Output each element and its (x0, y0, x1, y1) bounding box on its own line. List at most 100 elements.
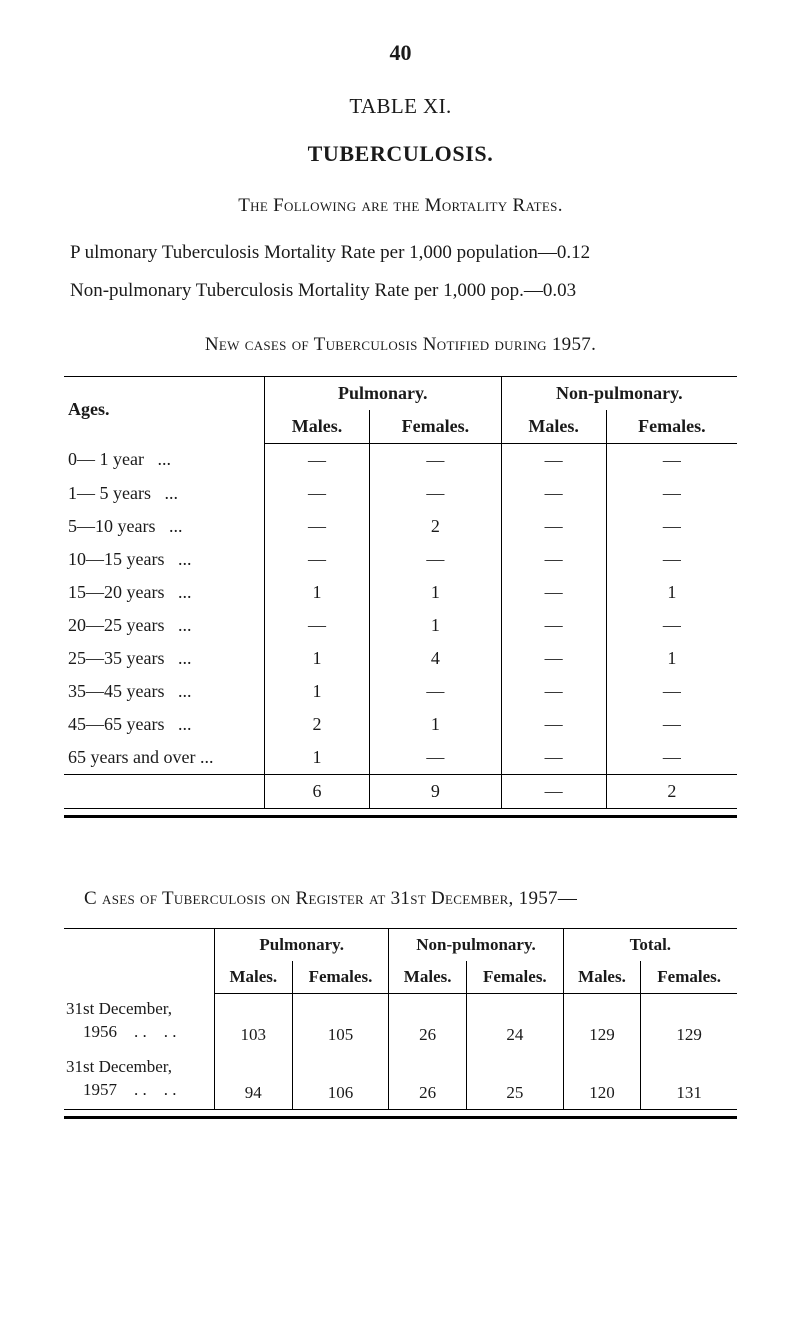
t2-th-nonpulmonary: Non-pulmonary. (389, 928, 563, 961)
t2-th-f: Females. (292, 961, 389, 994)
cell-nm: — (501, 443, 606, 477)
cell-nm: — (501, 675, 606, 708)
table-row: 10—15 years ... — — — — (64, 543, 737, 576)
cell-pf: — (370, 443, 502, 477)
new-cases-table: Ages. Pulmonary. Non-pulmonary. Males. F… (64, 376, 737, 818)
cell-nf: 24 (466, 1019, 563, 1051)
dots: ... (164, 681, 186, 702)
total-pf: 9 (370, 774, 502, 808)
cell-pf: 1 (370, 576, 502, 609)
cell-nm: — (501, 609, 606, 642)
cell-nf: 1 (606, 576, 737, 609)
t2-th-m: Males. (563, 961, 641, 994)
cell-pf: — (370, 741, 502, 775)
dots: ... (155, 516, 177, 537)
dots: ... (164, 648, 186, 669)
document-title: TUBERCULOSIS. (64, 141, 737, 167)
total-pm: 6 (265, 774, 370, 808)
table-row: 35—45 years ... 1 — — — (64, 675, 737, 708)
row-label: 31st December, (66, 1057, 172, 1076)
age-label: 35—45 years (68, 681, 164, 701)
age-label: 1— 5 years (68, 483, 151, 503)
cell-pf: 1 (370, 708, 502, 741)
cell-pf: 106 (292, 1077, 389, 1110)
cell-nf: — (606, 477, 737, 510)
new-cases-table-wrap: Ages. Pulmonary. Non-pulmonary. Males. F… (64, 376, 737, 818)
dots: ... (151, 483, 173, 504)
age-label: 15—20 years (68, 582, 164, 602)
row-year: 1957 (83, 1080, 117, 1099)
cell-nf: — (606, 443, 737, 477)
cell-nf: — (606, 675, 737, 708)
age-label: 45—65 years (68, 714, 164, 734)
cell-nf: — (606, 510, 737, 543)
th-nonpulmonary: Non-pulmonary. (501, 376, 737, 410)
cell-nm: — (501, 708, 606, 741)
cell-nm: 26 (389, 1077, 467, 1110)
table-row: 1956 . . . . 103 105 26 24 129 129 (64, 1019, 737, 1051)
table-row: 25—35 years ... 1 4 — 1 (64, 642, 737, 675)
cell-tm: 120 (563, 1077, 641, 1110)
page-number: 40 (64, 40, 737, 66)
cell-pm: — (265, 443, 370, 477)
cell-nm: — (501, 576, 606, 609)
cell-pf: 1 (370, 609, 502, 642)
paragraph-pulmonary-rate: P ulmonary Tuberculosis Mortality Rate p… (70, 237, 731, 269)
cell-nm: — (501, 741, 606, 775)
total-nm: — (501, 774, 606, 808)
table-row: 45—65 years ... 2 1 — — (64, 708, 737, 741)
dots: ... (164, 615, 186, 636)
table-row: 0— 1 year ... — — — — (64, 443, 737, 477)
t2-th-f: Females. (466, 961, 563, 994)
table-row: 1— 5 years ... — — — — (64, 477, 737, 510)
dots: ... (195, 747, 217, 768)
cell-nf: — (606, 543, 737, 576)
page: 40 TABLE XI. TUBERCULOSIS. The Following… (0, 0, 801, 1320)
cell-pf: 2 (370, 510, 502, 543)
age-label: 20—25 years (68, 615, 164, 635)
age-label: 25—35 years (68, 648, 164, 668)
cell-nf: 25 (466, 1077, 563, 1110)
register-table: Pulmonary. Non-pulmonary. Total. Males. … (64, 928, 737, 1120)
cell-pm: 1 (265, 675, 370, 708)
th-nm: Males. (501, 410, 606, 444)
total-nf: 2 (606, 774, 737, 808)
row-label: 31st December, (66, 999, 172, 1018)
cell-pf: — (370, 543, 502, 576)
cell-tf: 129 (641, 1019, 737, 1051)
dots: ... (144, 449, 166, 470)
cell-pm: 94 (215, 1077, 293, 1110)
cell-pm: 2 (265, 708, 370, 741)
table-number: TABLE XI. (64, 94, 737, 119)
cell-pm: 1 (265, 576, 370, 609)
th-pulmonary: Pulmonary. (265, 376, 502, 410)
t2-th-total: Total. (563, 928, 737, 961)
cell-pm: 1 (265, 642, 370, 675)
cell-pf: — (370, 675, 502, 708)
cell-pf: 105 (292, 1019, 389, 1051)
table-row: 65 years and over ... 1 — — — (64, 741, 737, 775)
table-row: 15—20 years ... 1 1 — 1 (64, 576, 737, 609)
dots: ... (164, 549, 186, 570)
mortality-subtitle: The Following are the Mortality Rates. (64, 195, 737, 217)
cell-nf: — (606, 708, 737, 741)
new-cases-subtitle: New cases of Tuberculosis Notified durin… (64, 334, 737, 356)
cell-nm: — (501, 510, 606, 543)
age-label: 10—15 years (68, 549, 164, 569)
age-label: 5—10 years (68, 516, 155, 536)
table-row: 1957 . . . . 94 106 26 25 120 131 (64, 1077, 737, 1110)
cell-nf: — (606, 609, 737, 642)
cell-nm: — (501, 642, 606, 675)
age-label: 65 years and over (68, 747, 195, 767)
table-row: 20—25 years ... — 1 — — (64, 609, 737, 642)
age-label: 0— 1 year (68, 449, 144, 469)
cell-tm: 129 (563, 1019, 641, 1051)
table-row: 5—10 years ... — 2 — — (64, 510, 737, 543)
cell-nf: — (606, 741, 737, 775)
th-pf: Females. (370, 410, 502, 444)
cell-pm: 103 (215, 1019, 293, 1051)
cell-nm: 26 (389, 1019, 467, 1051)
cell-pf: 4 (370, 642, 502, 675)
register-subtitle: C ases of Tuberculosis on Register at 31… (84, 888, 717, 910)
cell-pm: 1 (265, 741, 370, 775)
